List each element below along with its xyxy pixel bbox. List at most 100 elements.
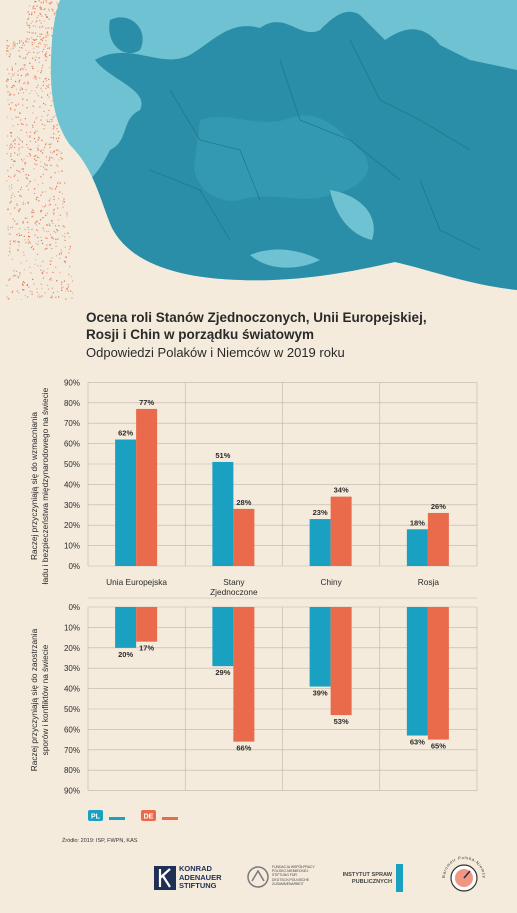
speckle-dot: [50, 277, 52, 279]
speckle-dot: [49, 187, 51, 189]
speckle-dot: [24, 82, 26, 84]
speckle-dot: [49, 156, 51, 158]
speckle-dot: [9, 144, 11, 147]
speckle-dot: [26, 217, 28, 219]
speckle-dot: [42, 272, 44, 274]
speckle-dot: [25, 56, 27, 58]
speckle-dot: [47, 27, 49, 29]
speckle-dot: [47, 288, 50, 290]
data-label-pl: 20%: [118, 650, 133, 659]
speckle-dot: [11, 73, 13, 75]
speckle-dot: [53, 125, 55, 127]
legend-de-label: DE: [144, 814, 154, 821]
speckle-dot: [22, 203, 24, 205]
speckle-dot: [39, 296, 41, 298]
ytick-bottom-label: 40%: [64, 685, 80, 694]
speckle-dot: [24, 67, 26, 69]
speckle-dot: [39, 41, 41, 44]
speckle-dot: [28, 25, 30, 27]
speckle-dot: [36, 20, 38, 22]
speckle-dot: [22, 168, 24, 170]
speckle-dot: [64, 236, 66, 238]
speckle-dot: [48, 204, 50, 206]
speckle-dot: [7, 50, 9, 52]
speckle-dot: [46, 119, 48, 121]
speckle-dot: [44, 191, 46, 193]
isp-text-1: INSTYTUT SPRAW: [342, 872, 392, 878]
speckle-dot: [32, 39, 34, 41]
speckle-dot: [46, 247, 48, 250]
speckle-dot: [56, 255, 58, 257]
speckle-dot: [6, 144, 8, 146]
speckle-dot: [19, 42, 21, 44]
speckle-dot: [60, 251, 62, 253]
speckle-dot: [28, 235, 30, 238]
speckle-dot: [12, 218, 14, 220]
speckle-dot: [19, 272, 21, 274]
speckle-dot: [22, 281, 24, 283]
speckle-dot: [44, 104, 47, 106]
speckle-dot: [44, 248, 46, 250]
speckle-dot: [38, 200, 40, 202]
speckle-dot: [70, 290, 72, 292]
ytick-top-label: 30%: [64, 501, 80, 510]
speckle-dot: [14, 139, 16, 141]
speckle-dot: [18, 244, 20, 247]
bar-top-pl: [115, 439, 137, 566]
speckle-dot: [11, 68, 13, 70]
speckle-dot: [6, 153, 8, 155]
speckle-dot: [43, 8, 45, 11]
speckle-dot: [26, 135, 28, 137]
speckle-dot: [22, 42, 24, 44]
speckle-dot: [39, 36, 41, 38]
speckle-dot: [33, 168, 35, 170]
speckle-dot: [36, 220, 38, 222]
speckle-dot: [52, 127, 54, 129]
legend-de-badge: [141, 810, 156, 821]
speckle-dot: [36, 164, 38, 166]
speckle-dot: [11, 145, 13, 147]
fwpn-text-4: DEUTSCH-POLNISCHE: [272, 877, 310, 882]
speckle-dot: [45, 80, 48, 82]
speckle-dot: [68, 248, 70, 250]
speckle-dot: [35, 199, 38, 201]
speckle-dot: [37, 236, 39, 239]
chart-title-line-2: Rosji i Chin w porządku światowym: [86, 327, 315, 342]
bar-bottom-de: [427, 607, 449, 740]
data-label-pl: 29%: [215, 668, 230, 677]
speckle-dot: [58, 198, 60, 200]
speckle-dot: [54, 188, 57, 190]
speckle-dot: [24, 64, 26, 66]
speckle-dot: [10, 78, 12, 80]
speckle-dot: [9, 146, 11, 148]
speckle-dot: [48, 143, 50, 145]
speckle-dot: [37, 149, 39, 151]
speckle-dot: [58, 225, 60, 227]
speckle-dot: [16, 204, 18, 206]
speckle-dot: [26, 131, 28, 134]
speckle-dot: [31, 42, 33, 44]
bar-top-de: [330, 496, 352, 566]
speckle-dot: [39, 26, 41, 28]
speckle-dot: [62, 203, 64, 205]
speckle-dot: [45, 56, 47, 58]
speckle-dot: [48, 78, 50, 80]
speckle-dot: [25, 174, 27, 176]
speckle-dot: [21, 299, 23, 300]
speckle-dot: [13, 270, 15, 272]
speckle-dot: [16, 290, 18, 292]
speckle-dot: [22, 170, 24, 173]
speckle-dot: [64, 261, 66, 264]
speckle-dot: [38, 240, 40, 242]
speckle-dot: [20, 262, 22, 264]
speckle-dot: [52, 9, 54, 11]
speckle-dot: [20, 195, 22, 198]
speckle-dot: [11, 187, 13, 189]
speckle-dot: [42, 173, 44, 175]
speckle-dot: [40, 119, 42, 121]
speckle-dot: [11, 66, 13, 68]
speckle-dot: [7, 170, 9, 172]
speckle-dot: [41, 51, 44, 53]
speckle-dot: [31, 293, 33, 295]
